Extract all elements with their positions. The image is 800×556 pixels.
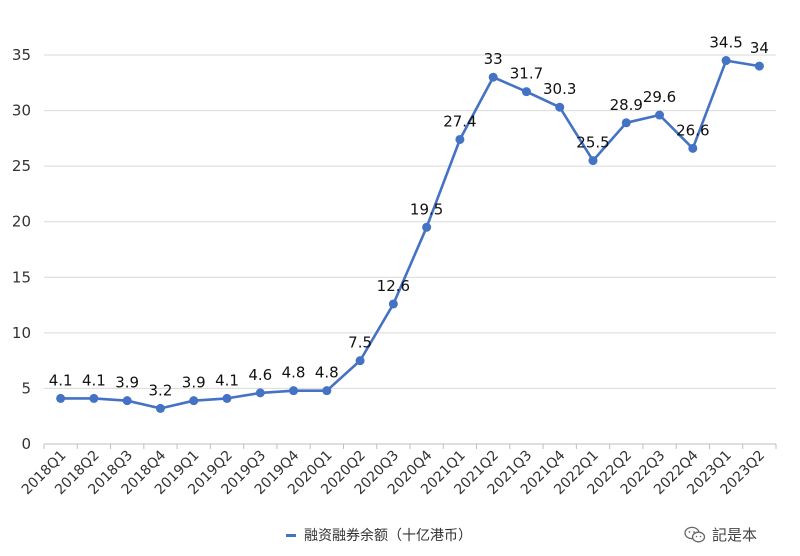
data-point	[255, 388, 265, 398]
data-point	[189, 396, 199, 406]
data-point	[488, 72, 498, 82]
data-point	[555, 102, 565, 112]
data-label: 4.6	[248, 366, 272, 384]
y-tick-labels: 0 5 10 15 20 25 30 35	[12, 46, 31, 453]
data-label: 33	[484, 50, 503, 68]
data-point	[388, 299, 398, 309]
data-point	[322, 386, 332, 396]
data-label: 4.1	[215, 371, 239, 389]
data-point	[422, 222, 432, 232]
data-point	[455, 134, 465, 144]
data-point	[754, 61, 764, 71]
x-tick-marks	[43, 444, 777, 449]
data-label: 30.3	[543, 80, 576, 98]
data-point	[355, 356, 365, 366]
data-label: 4.1	[49, 371, 73, 389]
data-label: 34	[750, 39, 769, 57]
data-label: 12.6	[377, 277, 410, 295]
data-label: 34.5	[709, 34, 742, 52]
series-line-group	[60, 59, 760, 410]
data-label: 3.2	[149, 381, 173, 399]
data-point	[521, 87, 531, 97]
y-tick-label: 35	[12, 46, 31, 64]
data-label: 25.5	[576, 134, 609, 152]
data-label: 31.7	[510, 65, 543, 83]
legend-label: 融资融券余额（十亿港币）	[304, 528, 472, 544]
data-label: 4.1	[82, 371, 106, 389]
data-label: 19.5	[410, 200, 443, 218]
data-point	[122, 396, 132, 406]
data-point	[721, 56, 731, 66]
data-label: 29.6	[643, 88, 676, 106]
x-tick-labels: 2018Q12018Q22018Q32018Q42019Q12019Q22019…	[19, 447, 768, 498]
data-labels: 4.1 4.1 3.9 3.2 3.9 4.1 4.6 4.8 4.8 7.5 12.6 19.5 27…	[49, 34, 769, 400]
legend: 融资融券余额（十亿港币）	[286, 525, 472, 545]
data-label: 4.8	[282, 364, 306, 382]
data-points	[56, 56, 764, 413]
data-point	[289, 386, 299, 396]
data-label: 28.9	[610, 96, 643, 114]
data-point	[655, 110, 665, 120]
data-point	[155, 403, 165, 413]
data-point	[222, 393, 232, 403]
series-line	[60, 59, 760, 410]
watermark-text: 記是本	[712, 526, 758, 544]
wechat-icon	[684, 526, 706, 542]
watermark: 記是本	[684, 524, 757, 545]
y-tick-label: 30	[12, 102, 31, 120]
data-label: 27.4	[443, 112, 476, 130]
data-label: 3.9	[182, 374, 206, 392]
y-tick-label: 0	[21, 435, 31, 453]
data-label: 7.5	[348, 334, 372, 352]
data-label: 3.9	[115, 374, 139, 392]
y-tick-label: 15	[12, 268, 31, 286]
y-tick-label: 5	[21, 379, 31, 397]
y-tick-label: 20	[12, 213, 31, 231]
data-point	[588, 156, 598, 166]
data-label: 26.6	[676, 121, 709, 139]
data-label: 4.8	[315, 364, 339, 382]
y-tick-label: 25	[12, 157, 31, 175]
data-point	[621, 118, 631, 128]
legend-swatch	[286, 533, 296, 537]
gridlines	[44, 54, 776, 445]
data-point	[89, 393, 99, 403]
data-point	[56, 393, 66, 403]
data-point	[688, 143, 698, 153]
y-tick-label: 10	[12, 324, 31, 342]
